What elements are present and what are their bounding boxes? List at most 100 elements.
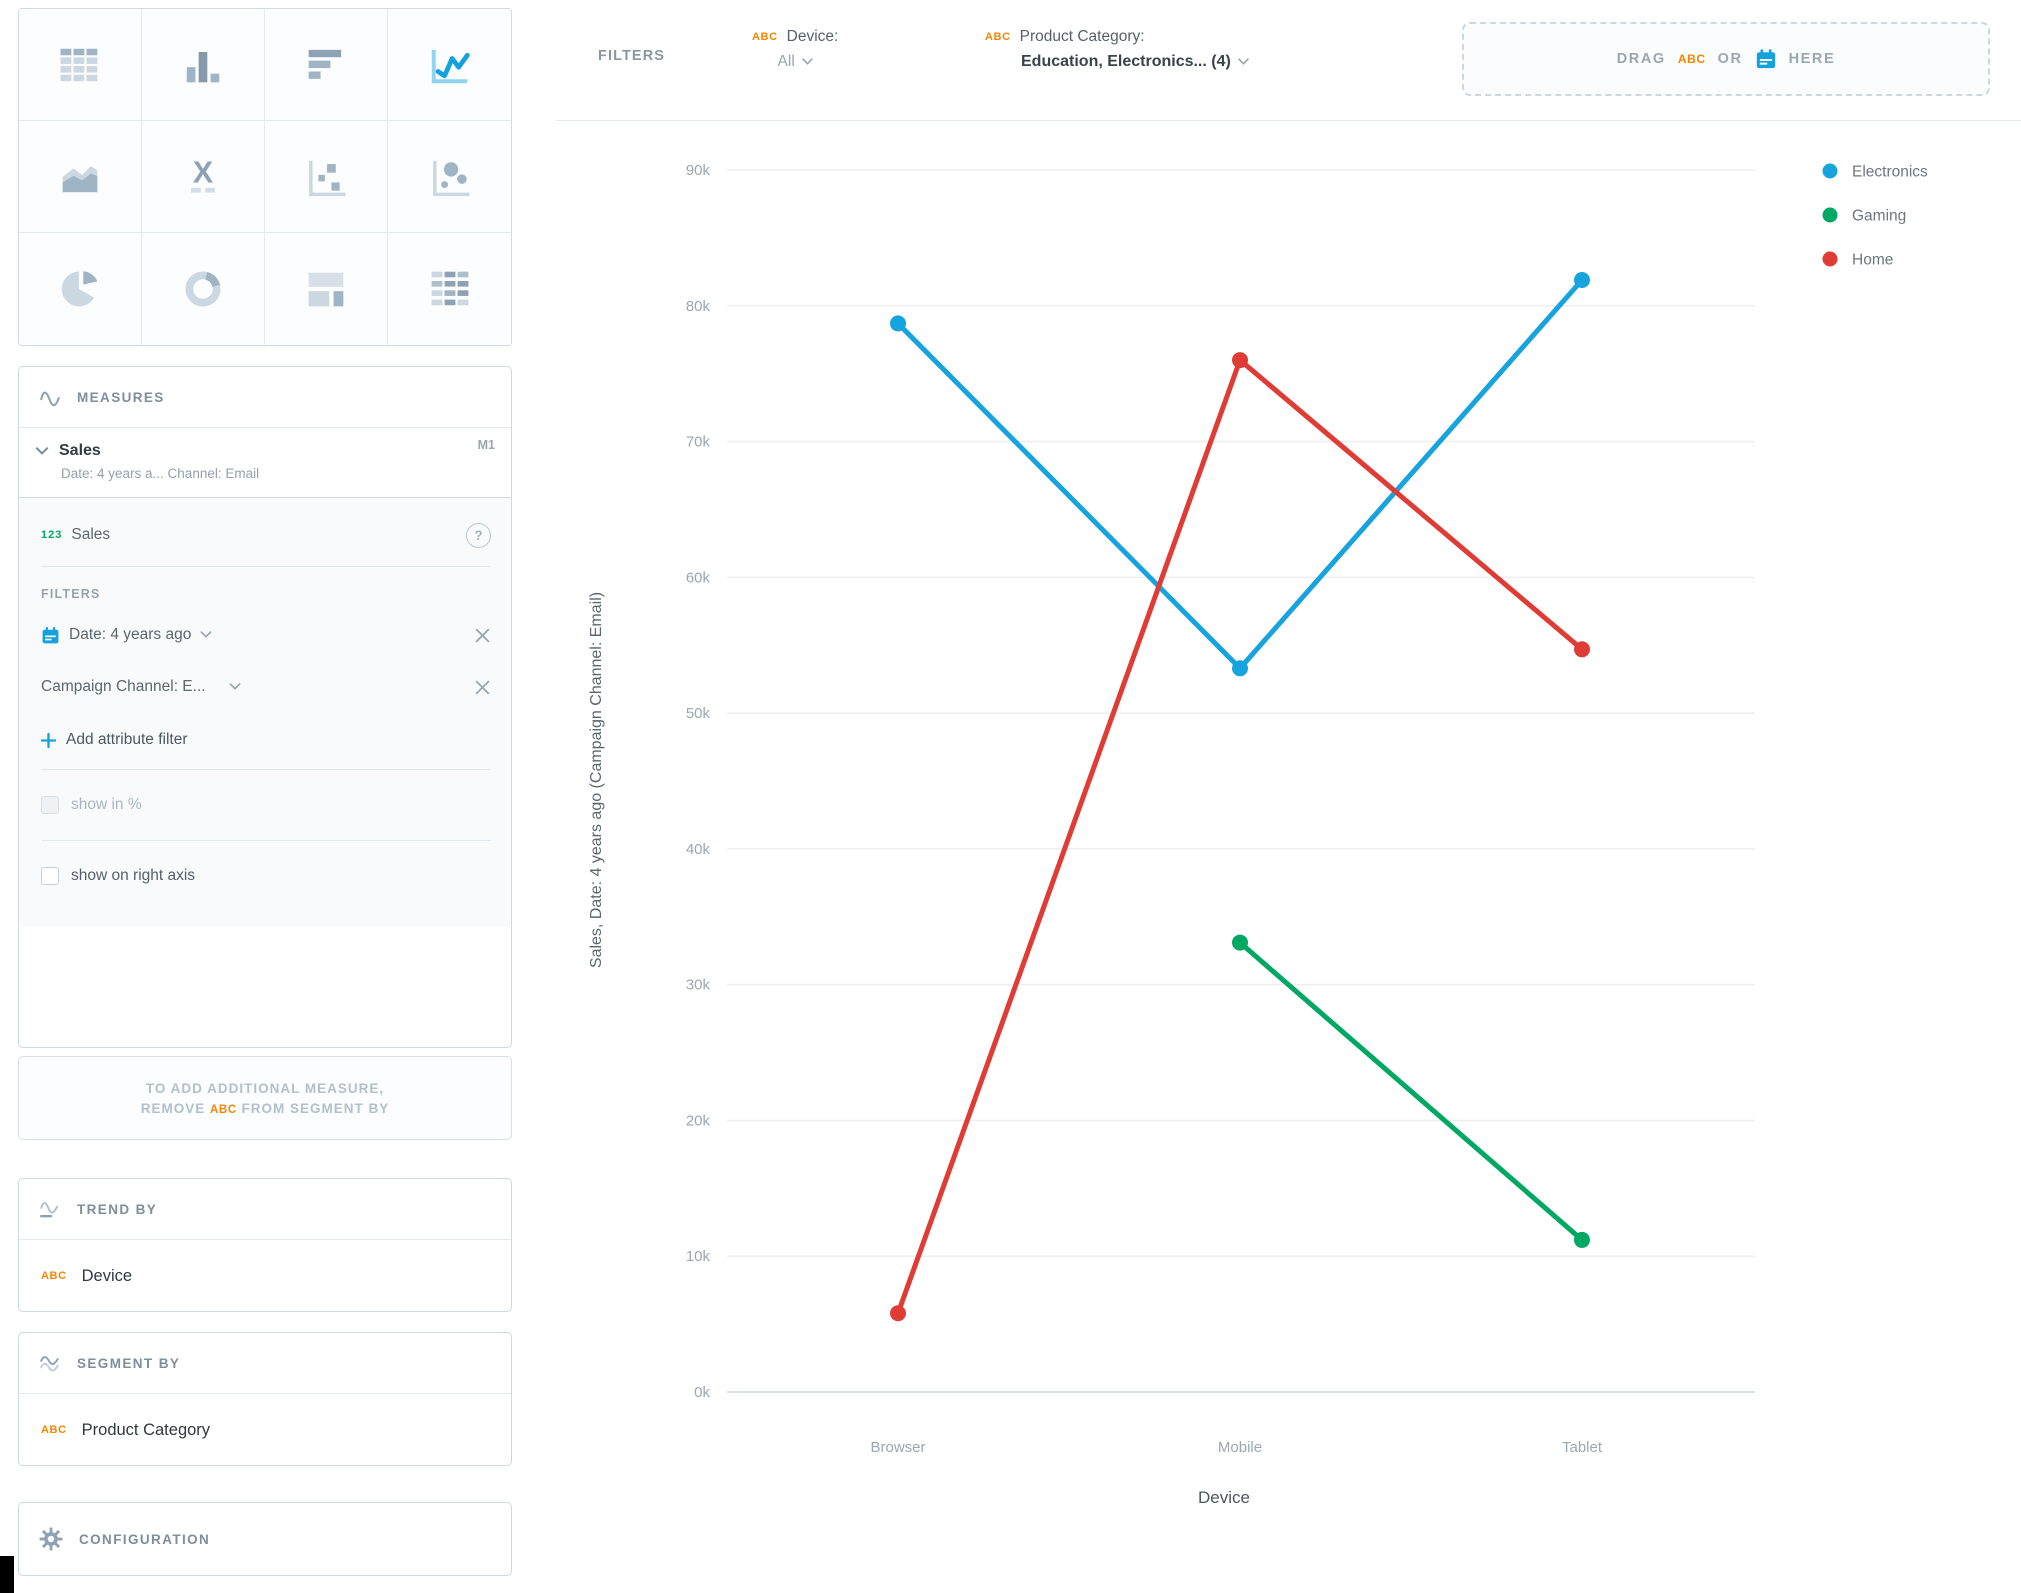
series-line-electronics bbox=[895, 277, 1585, 671]
vis-type-line-chart-selected[interactable] bbox=[388, 9, 511, 121]
show-in-percent-label: show in % bbox=[71, 796, 142, 813]
remove-date-filter-button[interactable] bbox=[474, 627, 491, 644]
plus-icon bbox=[41, 732, 56, 748]
column-chart-icon bbox=[186, 51, 220, 82]
abc-attribute-icon: ABC bbox=[985, 31, 1011, 43]
vis-type-bubble-chart[interactable] bbox=[388, 121, 511, 233]
product-category-filter[interactable]: ABC Product Category: Education, Electro… bbox=[985, 28, 1249, 71]
x-tick-label: Browser bbox=[870, 1439, 925, 1456]
attribute-filter-label: Campaign Channel: E... bbox=[41, 678, 206, 695]
segment-by-icon bbox=[40, 1356, 59, 1372]
x-axis-title: Device bbox=[1198, 1488, 1250, 1507]
chevron-down-icon bbox=[1238, 58, 1249, 65]
table-icon bbox=[60, 48, 98, 81]
y-tick-label: 80k bbox=[686, 298, 711, 315]
show-right-axis-checkbox[interactable] bbox=[41, 867, 59, 885]
note-from-text: FROM SEGMENT BY bbox=[241, 1100, 390, 1116]
show-in-percent-checkbox[interactable] bbox=[41, 796, 59, 814]
vis-type-heatmap[interactable] bbox=[388, 233, 511, 345]
x-tick-label: Tablet bbox=[1562, 1439, 1603, 1456]
vis-type-treemap[interactable] bbox=[265, 233, 388, 345]
legend-marker-electronics[interactable] bbox=[1822, 163, 1838, 179]
segment-by-section: SEGMENT BY ABC Product Category bbox=[18, 1332, 512, 1466]
attribute-filter-row[interactable]: Campaign Channel: E... bbox=[41, 661, 491, 713]
add-attribute-filter-label: Add attribute filter bbox=[66, 731, 188, 748]
measure-subtitle: Date: 4 years a... Channel: Email bbox=[61, 466, 260, 481]
svg-text:X: X bbox=[193, 156, 213, 189]
visualization-type-picker: X bbox=[18, 8, 512, 346]
chevron-down-icon[interactable] bbox=[229, 683, 241, 691]
trend-by-item-device[interactable]: ABC Device bbox=[19, 1240, 511, 1312]
data-point-home[interactable] bbox=[1232, 352, 1248, 369]
segment-by-item-product-category[interactable]: ABC Product Category bbox=[19, 1394, 511, 1466]
device-filter-value[interactable]: All bbox=[777, 53, 795, 70]
measures-section: MEASURES M1 Sales Date: 4 years a... Cha… bbox=[18, 366, 512, 1048]
drop-zone-here-text: HERE bbox=[1788, 51, 1836, 67]
help-icon[interactable]: ? bbox=[466, 522, 491, 548]
date-filter-row[interactable]: Date: 4 years ago bbox=[41, 609, 491, 661]
bar-chart-icon bbox=[308, 49, 342, 79]
headline-icon: X bbox=[191, 156, 215, 193]
data-point-gaming[interactable] bbox=[1574, 1231, 1590, 1248]
data-point-home[interactable] bbox=[1574, 641, 1590, 658]
pie-chart-icon bbox=[61, 271, 98, 307]
legend-label-gaming[interactable]: Gaming bbox=[1852, 208, 1906, 225]
divider bbox=[41, 840, 491, 841]
chevron-down-icon[interactable] bbox=[35, 446, 49, 456]
product-category-filter-label: Product Category: bbox=[1019, 28, 1145, 45]
legend-marker-gaming[interactable] bbox=[1822, 207, 1838, 223]
drop-zone-drag-text: DRAG bbox=[1616, 51, 1666, 67]
vis-type-area-chart[interactable] bbox=[19, 121, 142, 233]
legend-label-electronics[interactable]: Electronics bbox=[1852, 164, 1928, 181]
measure-detail-panel: 123 Sales ? FILTERS Date: 4 years ago bbox=[19, 498, 511, 927]
vis-type-table[interactable] bbox=[19, 9, 142, 121]
vis-type-bar-chart[interactable] bbox=[265, 9, 388, 121]
trend-by-header: TREND BY bbox=[19, 1179, 511, 1240]
legend-label-home[interactable]: Home bbox=[1852, 252, 1893, 269]
abc-attribute-icon: ABC bbox=[41, 1270, 67, 1282]
close-icon bbox=[475, 627, 490, 643]
measures-icon bbox=[40, 391, 60, 407]
measure-name: Sales bbox=[59, 442, 101, 459]
data-point-gaming[interactable] bbox=[1232, 934, 1248, 951]
data-point-electronics[interactable] bbox=[1232, 660, 1248, 677]
vis-type-scatter-plot[interactable] bbox=[265, 121, 388, 233]
data-point-electronics[interactable] bbox=[890, 315, 906, 332]
vis-type-pie-chart[interactable] bbox=[19, 233, 142, 345]
configuration-section[interactable]: CONFIGURATION bbox=[18, 1502, 512, 1576]
trend-by-icon bbox=[39, 1201, 59, 1218]
abc-attribute-icon: ABC bbox=[210, 1103, 237, 1116]
device-filter[interactable]: ABC Device: All bbox=[752, 28, 838, 71]
filter-drop-zone[interactable]: DRAG ABC OR HERE bbox=[1462, 22, 1990, 96]
add-attribute-filter-button[interactable]: Add attribute filter bbox=[41, 713, 491, 767]
show-right-axis-option: show on right axis bbox=[41, 843, 491, 909]
line-chart-icon bbox=[431, 49, 470, 83]
gear-icon bbox=[39, 1527, 63, 1551]
divider bbox=[41, 769, 491, 770]
heatmap-icon bbox=[431, 271, 468, 306]
screen-artifact bbox=[0, 1556, 14, 1593]
trend-by-section: TREND BY ABC Device bbox=[18, 1178, 512, 1312]
vis-type-donut-chart[interactable] bbox=[142, 233, 265, 345]
configuration-title: CONFIGURATION bbox=[79, 1531, 211, 1547]
y-tick-label: 50k bbox=[686, 705, 711, 722]
note-line-2: REMOVE ABC FROM SEGMENT BY bbox=[141, 1101, 390, 1116]
data-point-home[interactable] bbox=[890, 1305, 906, 1322]
data-point-electronics[interactable] bbox=[1574, 271, 1590, 288]
y-tick-label: 60k bbox=[686, 569, 711, 586]
measures-header: MEASURES bbox=[19, 367, 511, 428]
trend-by-item-label: Device bbox=[81, 1266, 133, 1285]
legend-marker-home[interactable] bbox=[1822, 251, 1838, 267]
show-right-axis-label: show on right axis bbox=[71, 867, 196, 884]
remove-attribute-filter-button[interactable] bbox=[474, 679, 491, 696]
product-category-filter-value[interactable]: Education, Electronics... (4) bbox=[1021, 53, 1231, 70]
measure-sales[interactable]: M1 Sales Date: 4 years a... Channel: Ema… bbox=[19, 428, 511, 498]
note-remove-text: REMOVE bbox=[140, 1100, 206, 1116]
treemap-icon bbox=[308, 272, 344, 307]
vis-type-headline[interactable]: X bbox=[142, 121, 265, 233]
device-filter-label: Device: bbox=[786, 28, 839, 45]
vis-type-column-chart[interactable] bbox=[142, 9, 265, 121]
date-filter-label: Date: 4 years ago bbox=[69, 626, 192, 643]
chevron-down-icon[interactable] bbox=[200, 631, 212, 639]
